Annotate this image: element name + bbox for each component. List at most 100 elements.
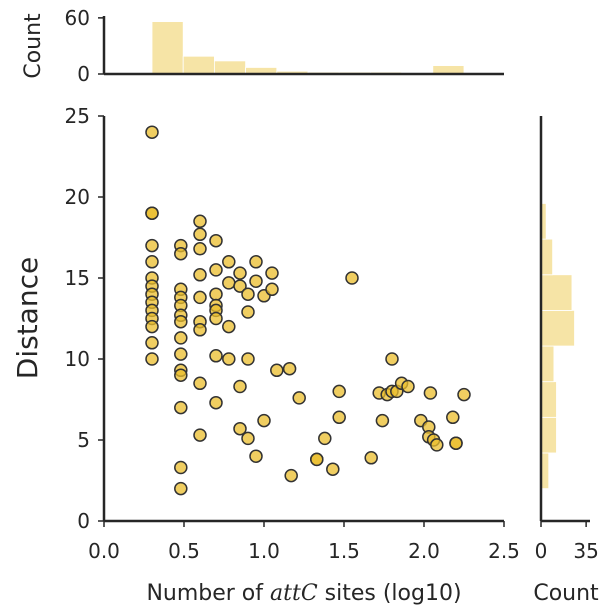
- scatter-point: [209, 395, 223, 410]
- main-xlabel: Number of attC sites (log10): [146, 581, 461, 606]
- scatter-point: [430, 438, 444, 452]
- scatter-point: [174, 368, 188, 382]
- scatter-points: [145, 125, 471, 496]
- scatter-point: [332, 410, 346, 425]
- right-histogram-bars: [540, 131, 575, 489]
- top-y-tick-label: 60: [65, 6, 90, 30]
- x-tick-label: 1.0: [248, 539, 280, 563]
- scatter-point: [222, 319, 236, 334]
- scatter-point: [364, 451, 378, 465]
- right-hist-x-ticks: 0 35: [535, 521, 599, 563]
- scatter-point: [318, 431, 332, 446]
- xlabel-italic: attC: [270, 581, 318, 606]
- right-marginal-histogram: 0 35 Count: [533, 116, 599, 606]
- scatter-point: [174, 460, 188, 475]
- right-hist-xlabel: Count: [533, 581, 599, 606]
- right-hist-bar: [540, 274, 573, 311]
- scatter-point: [174, 314, 188, 329]
- right-x-tick-label: 35: [573, 539, 598, 563]
- scatter-point: [193, 214, 207, 229]
- scatter-point: [249, 274, 263, 288]
- scatter-point: [193, 227, 207, 242]
- scatter-point: [233, 279, 247, 293]
- scatter-point: [145, 336, 159, 350]
- main-y-ticks: 0 5 10 15 20 25: [65, 104, 104, 533]
- right-hist-bar: [540, 238, 554, 276]
- scatter-point: [174, 347, 188, 361]
- scatter-point: [209, 287, 223, 301]
- scatter-point: [233, 266, 247, 280]
- scatter-point: [265, 266, 279, 280]
- scatter-point: [241, 352, 255, 366]
- scatter-point: [423, 386, 438, 400]
- scatter-point: [284, 468, 298, 483]
- scatter-point: [222, 276, 236, 290]
- scatter-point: [401, 379, 415, 394]
- scatter-point: [241, 305, 255, 319]
- scatter-point: [209, 349, 223, 363]
- y-tick-label: 20: [65, 185, 90, 209]
- scatter-point: [174, 481, 188, 496]
- right-x-tick-label: 0: [535, 539, 548, 563]
- scatter-point: [265, 282, 279, 297]
- scatter-point: [457, 387, 471, 402]
- scatter-point: [145, 206, 159, 220]
- scatter-point: [145, 238, 159, 253]
- scatter-point: [145, 319, 159, 334]
- y-tick-label: 5: [77, 428, 90, 452]
- scatter-point: [193, 268, 207, 282]
- scatter-point: [193, 376, 207, 391]
- main-ylabel: Distance: [11, 257, 44, 379]
- xlabel-prefix: Number of: [146, 581, 270, 606]
- scatter-point: [174, 331, 188, 345]
- scatter-point: [449, 436, 463, 450]
- scatter-point: [233, 421, 247, 436]
- x-tick-label: 2.5: [488, 539, 520, 563]
- y-tick-label: 25: [65, 104, 90, 128]
- y-tick-label: 15: [65, 266, 90, 290]
- top-hist-bar: [151, 21, 184, 75]
- scatter-point: [209, 311, 223, 326]
- scatter-point: [310, 452, 324, 467]
- xlabel-suffix: sites (log10): [318, 581, 462, 606]
- scatter-point: [249, 449, 263, 463]
- y-tick-label: 0: [77, 509, 90, 533]
- top-y-tick-label: 0: [77, 62, 90, 86]
- scatter-point: [174, 400, 188, 415]
- scatter-point: [292, 391, 306, 405]
- x-tick-label: 0.0: [88, 539, 120, 563]
- top-hist-bar: [182, 55, 215, 75]
- scatter-point: [241, 287, 255, 301]
- scatter-point: [193, 290, 207, 305]
- right-hist-bar: [540, 309, 575, 347]
- x-tick-label: 2.0: [408, 539, 440, 563]
- top-hist-bar: [213, 60, 246, 75]
- scatter-point: [193, 323, 207, 337]
- top-hist-y-ticks: 0 60: [65, 6, 104, 86]
- right-hist-bar: [540, 381, 557, 418]
- right-hist-bar: [540, 416, 557, 454]
- scatter-point: [222, 255, 236, 269]
- scatter-point: [282, 361, 297, 376]
- top-histogram-bars: [151, 21, 465, 75]
- scatter-point: [326, 462, 340, 476]
- main-x-ticks: 0.0 0.5 1.0 1.5 2.0 2.5: [88, 521, 520, 563]
- scatter-point: [209, 263, 223, 277]
- scatter-point: [145, 352, 159, 366]
- right-hist-bar: [540, 345, 555, 383]
- scatter-point: [233, 379, 247, 394]
- scatter-point: [257, 413, 271, 428]
- scatter-point: [193, 428, 207, 442]
- scatter-point: [222, 352, 236, 366]
- scatter-point: [193, 242, 207, 256]
- scatter-point: [332, 384, 346, 399]
- scatter-point: [345, 271, 359, 285]
- scatter-point: [145, 125, 159, 139]
- scatter-point: [209, 233, 223, 248]
- scatter-point: [375, 413, 390, 428]
- y-tick-label: 10: [65, 347, 90, 371]
- x-tick-label: 0.5: [168, 539, 200, 563]
- scatter-point: [249, 255, 263, 269]
- top-hist-ylabel: Count: [21, 13, 46, 79]
